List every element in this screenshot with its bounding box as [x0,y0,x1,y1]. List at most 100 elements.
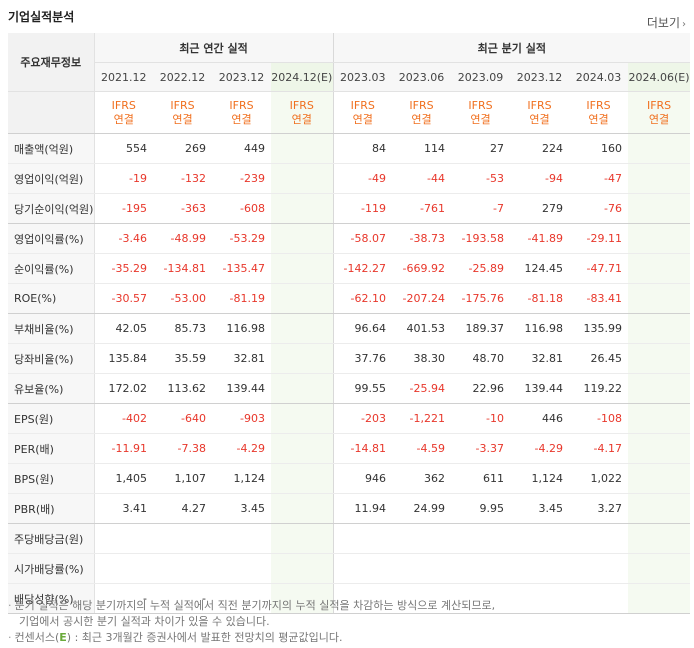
value-cell: -53 [451,163,511,194]
basis-consolidated: 연결 [648,112,670,126]
value-cell: -41.89 [510,223,570,254]
footnote-2-prefix: 컨센서스( [14,631,60,644]
value-cell [271,283,334,314]
value-cell [332,583,393,614]
value-cell [628,403,691,434]
value-cell: 114 [392,133,452,164]
more-link[interactable]: 더보기 › [647,14,686,31]
value-cell [569,523,629,554]
value-cell [392,553,452,584]
table-row: 당좌비율(%) 135.84 35.59 32.81 37.76 38.30 48.70 32… [8,343,691,374]
period-header: 2023.09 [451,62,511,92]
value-cell [271,223,334,254]
period-header: 2024.12(E) [271,62,334,92]
header-group-row: 주요재무정보 최근 연간 실적 최근 분기 실적 [8,33,691,92]
value-cell: -3.37 [451,433,511,464]
value-cell [451,523,511,554]
value-cell: -47 [569,163,629,194]
value-cell [271,133,334,164]
value-cell: -14.81 [332,433,393,464]
value-cell [271,253,334,284]
table-row: PBR(배) 3.41 4.27 3.45 11.94 24.99 9.95 3.45 3.27 [8,493,691,524]
row-label: EPS(원) [8,403,95,434]
value-cell [271,193,334,224]
value-cell [271,373,334,404]
value-cell: 135.84 [94,343,153,374]
value-cell [451,583,511,614]
table-row: 배당성향(%) - - [8,583,691,614]
basis-ifrs: IFRS [646,98,672,112]
period-header: 2023.03 [332,62,393,92]
value-cell: -203 [332,403,393,434]
value-cell: 37.76 [332,343,393,374]
value-cell [628,133,691,164]
value-cell [392,523,452,554]
value-cell: 42.05 [94,313,153,344]
quarter-group-header: 최근 분기 실적 [332,33,691,63]
row-label: 영업이익률(%) [8,223,95,254]
value-cell: 85.73 [153,313,212,344]
row-label: 당기순이익(억원) [8,193,95,224]
value-cell [212,553,271,584]
basis-consolidated: 연결 [529,112,550,126]
value-cell [628,163,691,194]
value-cell: -608 [212,193,271,224]
value-cell: 22.96 [451,373,511,404]
basis-header: IFRS 연결 [94,91,153,134]
basis-ifrs: IFRS [468,98,493,112]
value-cell: 32.81 [510,343,570,374]
value-cell: -239 [212,163,271,194]
value-cell: 96.64 [332,313,393,344]
value-cell: -25.94 [392,373,452,404]
value-cell [271,343,334,374]
value-cell: 279 [510,193,570,224]
basis-header: IFRS 연결 [153,91,212,134]
value-cell: -49 [332,163,393,194]
value-cell: -193.58 [451,223,511,254]
basis-header: IFRS 연결 [392,91,452,134]
value-cell: 3.45 [212,493,271,524]
value-cell: -132 [153,163,212,194]
value-cell: -62.10 [332,283,393,314]
basis-ifrs: IFRS [111,98,136,112]
period-header: 2021.12 [94,62,153,92]
value-cell [569,583,629,614]
value-cell [628,313,691,344]
value-cell [628,283,691,314]
value-cell: 116.98 [212,313,271,344]
value-cell: 24.99 [392,493,452,524]
basis-consolidated: 연결 [470,112,491,126]
row-label: 시가배당률(%) [8,553,95,584]
value-cell [628,373,691,404]
value-cell: 1,124 [510,463,570,494]
basis-header: IFRS 연결 [212,91,271,134]
row-label: 부채비율(%) [8,313,95,344]
period-header: 2023.12 [510,62,570,92]
value-cell: -4.29 [510,433,570,464]
value-cell: 84 [332,133,393,164]
value-cell: -7.38 [153,433,212,464]
value-cell [392,583,452,614]
basis-consolidated: 연결 [231,112,252,126]
row-label: 영업이익(억원) [8,163,95,194]
value-cell: -761 [392,193,452,224]
footnote-1-text: 분기 실적은 해당 분기까지의 누적 실적에서 직전 분기까지의 누적 실적을 … [14,599,496,612]
value-cell: 4.27 [153,493,212,524]
value-cell: 362 [392,463,452,494]
table-row: 부채비율(%) 42.05 85.73 116.98 96.64 401.53 189.37… [8,313,691,344]
period-header: 2024.03 [569,62,629,92]
value-cell: -108 [569,403,629,434]
value-cell [94,553,153,584]
basis-ifrs: IFRS [229,98,254,112]
value-cell: 3.27 [569,493,629,524]
basis-consolidated: 연결 [588,112,609,126]
row-label: PBR(배) [8,493,95,524]
basis-ifrs: IFRS [527,98,552,112]
value-cell: -19 [94,163,153,194]
value-cell: -207.24 [392,283,452,314]
table-body: 매출액(억원) 554 269 449 84 114 27 224 160 영업이익(억원) -19… [8,133,691,614]
value-cell: 172.02 [94,373,153,404]
value-cell: 1,124 [212,463,271,494]
period-header: 2023.12 [212,62,271,92]
basis-ifrs: IFRS [350,98,375,112]
